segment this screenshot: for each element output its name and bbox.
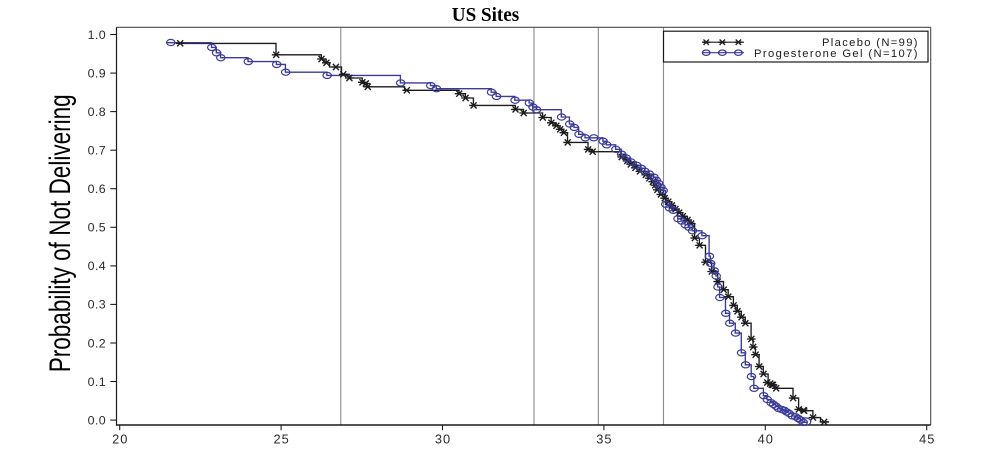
svg-text:0.2: 0.2 bbox=[88, 336, 106, 350]
svg-text:1.0: 1.0 bbox=[88, 28, 106, 42]
svg-text:Probability of Not Delivering: Probability of Not Delivering bbox=[44, 94, 77, 372]
svg-text:0.6: 0.6 bbox=[88, 182, 106, 196]
svg-text:Placebo (N=99): Placebo (N=99) bbox=[822, 37, 918, 49]
svg-text:0.8: 0.8 bbox=[88, 105, 106, 119]
svg-text:20: 20 bbox=[112, 432, 128, 447]
svg-text:25: 25 bbox=[273, 432, 289, 447]
svg-text:0.1: 0.1 bbox=[88, 375, 106, 389]
svg-text:35: 35 bbox=[596, 432, 612, 447]
svg-text:Progesterone Gel (N=107): Progesterone Gel (N=107) bbox=[754, 48, 918, 60]
svg-text:0.4: 0.4 bbox=[88, 259, 106, 273]
svg-text:45: 45 bbox=[919, 432, 935, 447]
svg-text:0.7: 0.7 bbox=[88, 144, 106, 158]
svg-text:0.9: 0.9 bbox=[88, 66, 106, 80]
svg-text:0.3: 0.3 bbox=[88, 298, 106, 312]
svg-text:30: 30 bbox=[435, 432, 451, 447]
svg-text:40: 40 bbox=[758, 432, 774, 447]
svg-text:0.5: 0.5 bbox=[88, 221, 106, 235]
svg-text:0.0: 0.0 bbox=[88, 413, 106, 427]
svg-text:US Sites: US Sites bbox=[452, 5, 520, 26]
